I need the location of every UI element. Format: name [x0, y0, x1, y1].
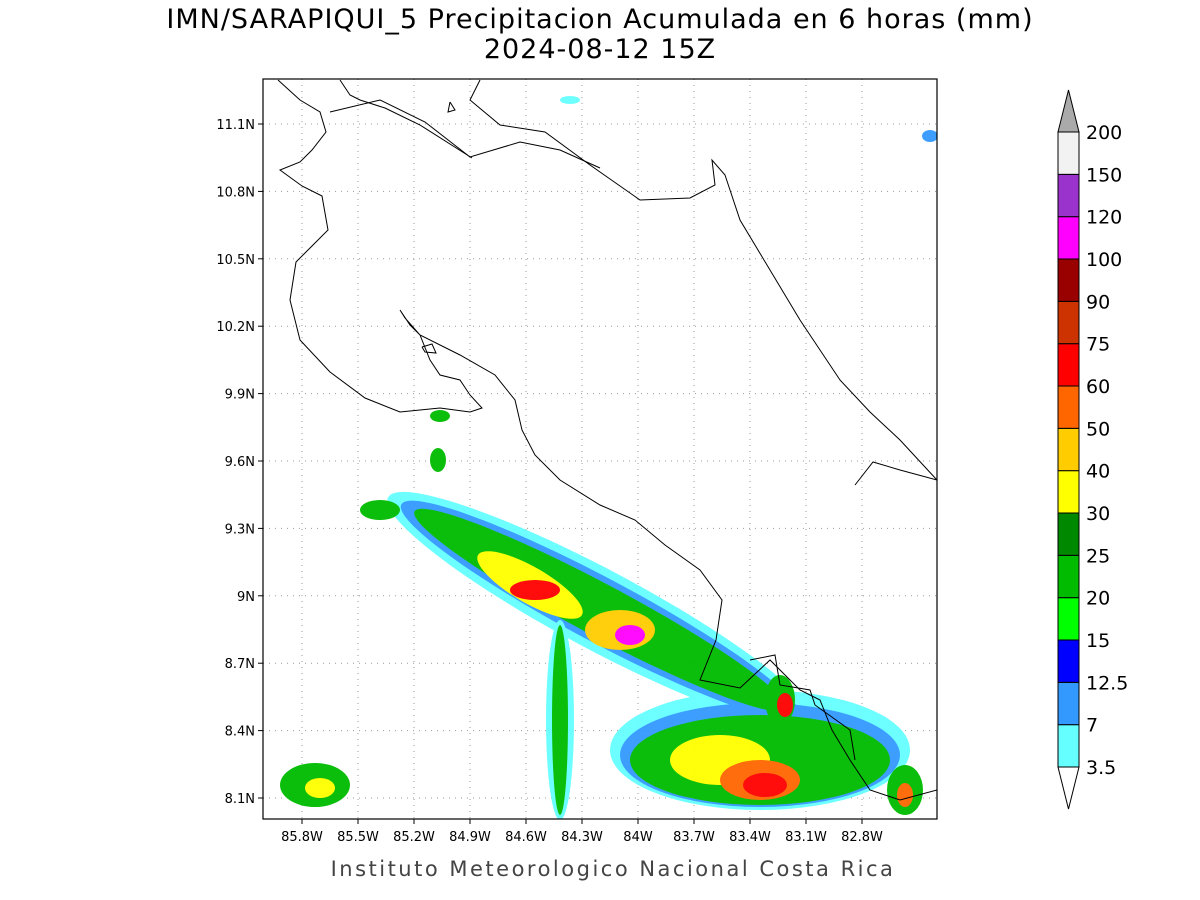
colorbar-band — [1057, 512, 1080, 556]
lat-label: 10.8N — [216, 185, 255, 200]
colorbar-label: 40 — [1086, 461, 1110, 483]
colorbar-label: 25 — [1086, 545, 1110, 567]
lat-label: 9.9N — [225, 388, 255, 403]
colorbar-band — [1057, 300, 1080, 345]
colorbar: 3.5 7 12.5 15 20 25 30 40 50 60 75 90 100 120 150 200 — [1057, 89, 1128, 810]
colorbar-band — [1057, 173, 1080, 218]
colorbar-label: 90 — [1086, 291, 1110, 313]
lon-label: 84.6W — [505, 830, 547, 845]
colorbar-band — [1057, 131, 1080, 175]
colorbar-band — [1057, 427, 1080, 472]
colorbar-band — [1057, 597, 1080, 641]
lat-label: 9N — [237, 590, 255, 605]
colorbar-band — [1057, 681, 1080, 726]
colorbar-label: 75 — [1086, 334, 1110, 356]
coastlines — [277, 79, 937, 801]
lat-label: 10.5N — [216, 253, 255, 268]
colorbar-label: 50 — [1086, 418, 1110, 440]
colorbar-label: 3.5 — [1086, 757, 1116, 779]
lat-label: 9.6N — [225, 455, 255, 470]
lon-label: 85.2W — [393, 830, 435, 845]
colorbar-label: 20 — [1086, 588, 1110, 610]
colorbar-label: 12.5 — [1086, 672, 1128, 694]
lat-label: 8.1N — [225, 792, 255, 807]
colorbar-band — [1057, 470, 1080, 514]
map-frame — [262, 78, 938, 820]
lon-label: 83.7W — [673, 830, 715, 845]
colorbar-under — [1057, 766, 1080, 810]
colorbar-label: 15 — [1086, 630, 1110, 652]
colorbar-label: 150 — [1086, 164, 1122, 186]
lon-label: 83.4W — [729, 830, 771, 845]
lat-label: 11.1N — [216, 118, 255, 133]
colorbar-over — [1057, 89, 1080, 133]
ticks: 11.1N 10.8N 10.5N 10.2N 9.9N 9.6N 9.3N 9N 8.7N 8.… — [216, 118, 883, 845]
colorbar-label: 120 — [1086, 207, 1122, 229]
lon-label: 83.1W — [785, 830, 827, 845]
colorbar-band — [1057, 385, 1080, 429]
lat-label: 8.4N — [225, 725, 255, 740]
colorbar-band — [1057, 258, 1080, 302]
subtitle: 2024-08-12 15Z — [484, 34, 716, 65]
lon-label: 84W — [623, 830, 653, 845]
precip-field — [280, 96, 937, 819]
colorbar-band — [1057, 724, 1080, 768]
colorbar-label: 7 — [1086, 715, 1098, 737]
lon-label: 84.3W — [561, 830, 603, 845]
lon-label: 82.8W — [841, 830, 883, 845]
lat-label: 9.3N — [225, 522, 255, 537]
lon-label: 84.9W — [449, 830, 491, 845]
footer: Instituto Meteorologico Nacional Costa R… — [331, 857, 896, 881]
title: IMN/SARAPIQUI_5 Precipitacion Acumulada … — [166, 4, 1033, 35]
lon-label: 85.8W — [281, 830, 323, 845]
colorbar-label: 200 — [1086, 122, 1122, 144]
lat-label: 10.2N — [216, 320, 255, 335]
colorbar-band — [1057, 216, 1080, 260]
lat-label: 8.7N — [225, 657, 255, 672]
colorbar-label: 100 — [1086, 249, 1122, 271]
lon-label: 85.5W — [337, 830, 379, 845]
colorbar-band — [1057, 343, 1080, 387]
colorbar-band — [1057, 554, 1080, 599]
colorbar-label: 30 — [1086, 503, 1110, 525]
colorbar-band — [1057, 639, 1080, 683]
colorbar-label: 60 — [1086, 376, 1110, 398]
